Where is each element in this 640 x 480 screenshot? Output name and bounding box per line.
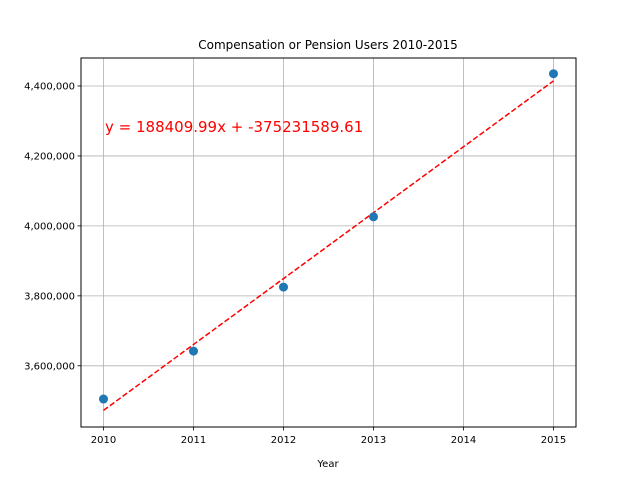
y-tick-label: 3,800,000 <box>24 291 75 302</box>
y-tick-label: 4,200,000 <box>24 151 75 162</box>
x-axis-label: Year <box>316 459 339 470</box>
chart-title: Compensation or Pension Users 2010-2015 <box>198 38 457 52</box>
plot-frame <box>80 57 577 428</box>
y-tick-label: 4,400,000 <box>24 81 75 92</box>
data-points <box>99 69 558 404</box>
y-tick-label: 3,600,000 <box>24 361 75 372</box>
data-point <box>189 346 198 356</box>
data-point <box>369 212 378 222</box>
data-point <box>279 282 288 292</box>
x-axis-ticks: 2010 2011 2012 2013 2014 2015 <box>91 427 566 446</box>
x-tick-label: 2015 <box>541 435 566 446</box>
trendline <box>103 80 554 411</box>
plot-area <box>80 57 577 428</box>
trendline-layer <box>103 80 554 411</box>
x-tick-label: 2012 <box>271 435 296 446</box>
x-tick-label: 2013 <box>361 435 386 446</box>
trendline-equation: y = 188409.99x + -375231589.61 <box>105 118 363 136</box>
x-tick-label: 2014 <box>451 435 476 446</box>
x-tick-label: 2010 <box>91 435 116 446</box>
data-point <box>549 69 558 79</box>
y-tick-label: 4,000,000 <box>24 221 75 232</box>
x-tick-label: 2011 <box>181 435 206 446</box>
y-axis-ticks: 3,600,000 3,800,000 4,000,000 4,200,000 4,40… <box>24 81 81 372</box>
data-point <box>99 394 108 404</box>
